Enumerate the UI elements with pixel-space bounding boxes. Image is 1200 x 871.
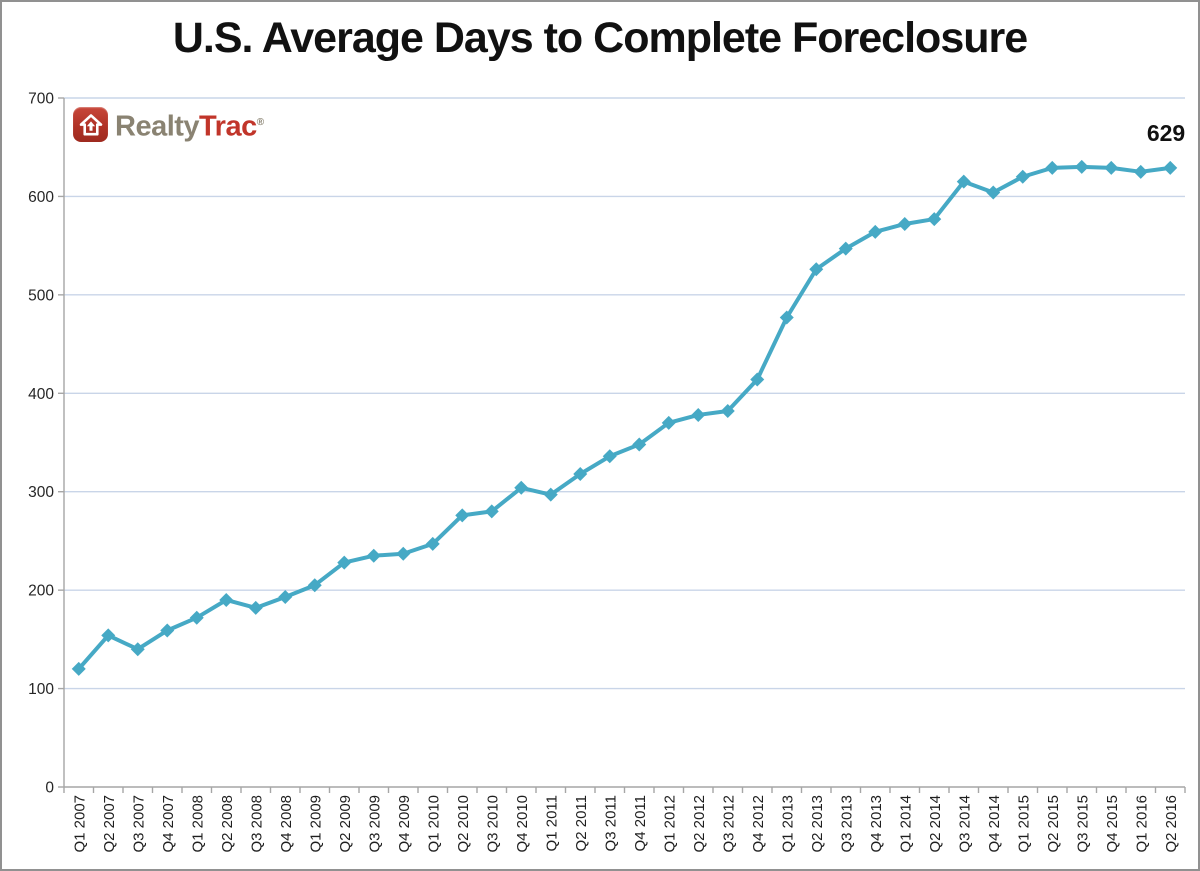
data-point-Q4-2008	[278, 590, 293, 605]
logo-text: RealtyTrac®	[115, 105, 264, 145]
data-point-Q2-2014	[927, 212, 942, 227]
x-axis-label: Q1 2016	[1133, 795, 1150, 853]
y-axis-label-400: 400	[28, 386, 54, 403]
x-axis-label: Q2 2012	[691, 795, 708, 853]
x-axis-label: Q3 2007	[130, 795, 147, 853]
x-axis-label: Q2 2009	[337, 795, 354, 853]
data-point-Q2-2013	[809, 262, 824, 277]
registered-trademark-icon: ®	[256, 117, 264, 128]
y-axis-label-200: 200	[28, 583, 54, 600]
x-axis-label: Q1 2010	[425, 795, 442, 853]
data-point-Q1-2011	[543, 487, 558, 502]
x-axis-label: Q3 2011	[602, 795, 619, 851]
chart-title: U.S. Average Days to Complete Foreclosur…	[172, 14, 1028, 62]
data-point-Q2-2016	[1163, 160, 1178, 175]
data-point-Q1-2008	[189, 610, 204, 625]
data-line	[76, 164, 1173, 671]
data-point-Q2-2008	[219, 592, 234, 607]
x-axis-label: Q1 2012	[661, 795, 678, 853]
last-value-label: 629	[1146, 120, 1186, 146]
x-axis-label: Q3 2015	[1074, 795, 1091, 853]
x-axis-label: Q1 2014	[897, 795, 914, 853]
x-axis-label: Q2 2015	[1045, 795, 1062, 853]
x-axis-label: Q4 2015	[1104, 795, 1121, 853]
x-axis-label: Q4 2011	[632, 795, 649, 851]
data-point-Q1-2012	[661, 415, 676, 430]
x-axis-label: Q1 2009	[307, 795, 324, 853]
data-point-Q4-2007	[160, 623, 175, 638]
x-axis-label: Q1 2015	[1015, 795, 1032, 853]
data-point-Q2-2011	[573, 466, 588, 481]
house-icon	[73, 107, 108, 143]
data-point-Q1-2016	[1133, 164, 1148, 179]
data-point-Q3-2011	[602, 449, 617, 464]
data-point-Q1-2015	[1015, 169, 1030, 184]
x-axis-label: Q2 2011	[573, 795, 590, 851]
x-axis-label: Q1 2013	[779, 795, 796, 853]
data-point-Q4-2010	[514, 480, 529, 495]
data-point-Q1-2007	[71, 661, 86, 676]
data-point-Q1-2009	[307, 578, 322, 593]
x-axis-label: Q3 2014	[956, 795, 973, 853]
x-axis-label: Q2 2016	[1163, 795, 1180, 853]
y-axis-label-500: 500	[28, 287, 54, 304]
data-point-Q2-2007	[101, 628, 116, 643]
x-axis-label: Q4 2013	[868, 795, 885, 853]
x-axis-label: Q4 2007	[160, 795, 177, 853]
data-point-Q1-2013	[779, 310, 794, 325]
data-point-Q3-2007	[130, 642, 145, 657]
data-point-Q2-2010	[455, 508, 470, 523]
data-point-Q4-2011	[632, 437, 647, 452]
x-axis-label: Q3 2012	[720, 795, 737, 853]
data-point-Q3-2013	[838, 241, 853, 256]
x-axis-label: Q3 2008	[248, 795, 265, 853]
x-axis-label: Q3 2010	[484, 795, 501, 853]
x-axis-label: Q4 2014	[986, 795, 1003, 853]
data-point-Q2-2015	[1045, 160, 1060, 175]
x-axis-label: Q4 2012	[750, 795, 767, 853]
y-axis-label-300: 300	[28, 484, 54, 501]
x-axis-label: Q2 2010	[455, 795, 472, 853]
logo-text-trac: Trac	[199, 110, 257, 143]
x-axis-label: Q2 2008	[219, 795, 236, 853]
data-point-Q4-2013	[868, 224, 883, 239]
x-axis-label: Q4 2009	[396, 795, 413, 853]
data-point-Q2-2009	[337, 555, 352, 570]
x-axis-label: Q2 2007	[101, 795, 118, 853]
x-axis-label: Q1 2007	[71, 795, 88, 853]
x-axis-label: Q2 2013	[809, 795, 826, 853]
data-point-Q1-2014	[897, 216, 912, 231]
x-axis-label: Q2 2014	[927, 795, 944, 853]
y-axis-label-0: 0	[45, 780, 54, 797]
data-point-Q4-2014	[986, 185, 1001, 200]
x-axis-label: Q3 2013	[838, 795, 855, 853]
data-point-Q3-2014	[956, 174, 971, 189]
data-point-Q3-2008	[248, 600, 263, 615]
x-axis-label: Q4 2008	[278, 795, 295, 853]
data-point-Q3-2015	[1074, 159, 1089, 174]
data-point-Q1-2010	[425, 536, 440, 551]
data-point-Q3-2010	[484, 504, 499, 519]
x-axis-label: Q1 2011	[543, 795, 560, 851]
x-axis-label: Q4 2010	[514, 795, 531, 853]
x-axis-label: Q1 2008	[189, 795, 206, 853]
data-point-Q3-2012	[720, 404, 735, 419]
y-axis-label-100: 100	[28, 681, 54, 698]
y-axis-label-600: 600	[28, 189, 54, 206]
data-point-Q4-2015	[1104, 160, 1119, 175]
data-point-Q2-2012	[691, 407, 706, 422]
realtytrac-logo: RealtyTrac®	[73, 105, 264, 145]
data-point-Q3-2009	[366, 548, 381, 563]
x-axis-label: Q3 2009	[366, 795, 383, 853]
logo-text-realty: Realty	[115, 110, 200, 143]
data-point-Q4-2012	[750, 372, 765, 387]
data-point-Q4-2009	[396, 546, 411, 561]
y-axis-label-700: 700	[28, 91, 54, 108]
